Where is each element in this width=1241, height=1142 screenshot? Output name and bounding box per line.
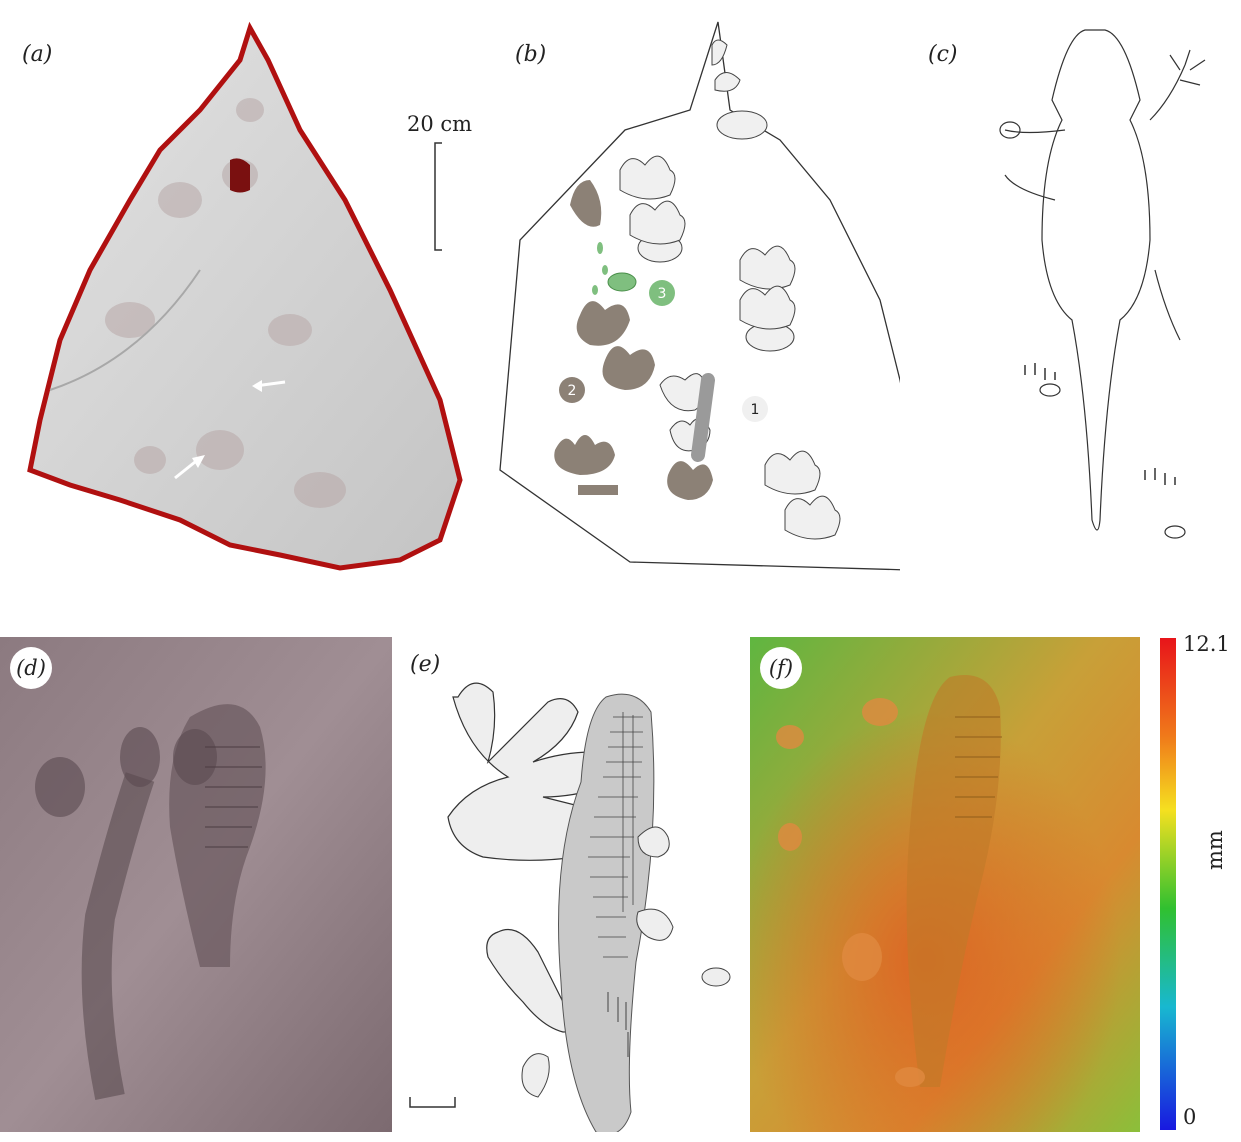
marker-1-label: 1: [751, 402, 760, 418]
panel-e: (e): [398, 637, 743, 1135]
panel-d: (d): [0, 637, 392, 1132]
panel-b: 1 2 3 (b): [480, 0, 921, 580]
colorbar-min: 0: [1183, 1105, 1197, 1129]
marker-3-label: 3: [658, 286, 667, 302]
colorbar-unit: mm: [1203, 830, 1227, 870]
panel-f: (f): [750, 637, 1140, 1132]
colorbar-max: 12.1: [1183, 632, 1230, 656]
tail-drag: [691, 373, 715, 462]
marker-1: [742, 396, 768, 422]
panel-e-label: (e): [410, 652, 441, 677]
panel-a-label: (a): [22, 42, 53, 67]
depth-color-map: [750, 637, 1140, 1132]
panel-b-label: (b): [515, 42, 547, 67]
track-photograph: [0, 637, 392, 1132]
panel-a: (a): [0, 0, 470, 580]
panel-c-label: (c): [928, 42, 958, 67]
panel-f-label: (f): [760, 647, 802, 689]
scale-bar-label: 20 cm: [407, 112, 473, 136]
marker-2: [559, 377, 585, 403]
trackmaker-reconstruction-drawing: [999, 29, 1206, 539]
panel-c: (c): [905, 0, 1241, 580]
panel-e-scale-bar: [409, 1097, 456, 1108]
panel-d-label: (d): [10, 647, 52, 689]
scale-bar: [434, 142, 442, 251]
depth-colorbar: [1160, 638, 1176, 1130]
track-interpretation-map: 1 2 3: [499, 21, 921, 571]
marker-2-label: 2: [568, 383, 577, 399]
rock-slab-3d-scan: [27, 21, 463, 571]
body-impression-interpretation: [409, 682, 731, 1135]
marker-3: [649, 280, 675, 306]
